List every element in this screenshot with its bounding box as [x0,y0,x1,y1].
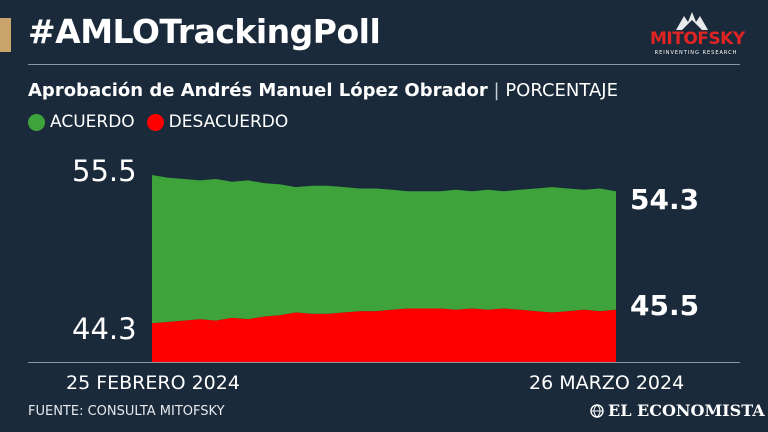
chart-legend: ACUERDO DESACUERDO [28,112,300,132]
top-divider [28,64,740,65]
legend-label-desacuerdo: DESACUERDO [168,112,289,132]
eagle-logo-icon [676,12,708,30]
legend-swatch-acuerdo [28,113,45,131]
legend-item-acuerdo: ACUERDO [28,112,135,132]
x-label-end: 26 MARZO 2024 [529,372,684,394]
x-label-end-month: MARZO 2024 [559,372,685,394]
subtitle-unit: PORCENTAJE [505,80,618,101]
title-accent-bar [0,18,11,52]
subtitle-main: Aprobación de Andrés Manuel López Obrado… [28,80,488,101]
bottom-divider [28,362,740,363]
y-tick-high: 55.5 [72,154,137,188]
y-tick-low: 44.3 [72,312,137,346]
acuerdo-end-label: 54.3 [630,183,699,216]
page-title: #AMLOTrackingPoll [28,12,381,51]
publisher-name: EL ECONOMISTA [608,401,765,420]
x-label-start: 25 FEBRERO 2024 [66,372,240,394]
publisher-brand: EL ECONOMISTA [590,401,765,420]
logo-wordmark: MITOFSKY [650,29,745,49]
acuerdo-area [152,175,616,324]
desacuerdo-area [152,308,616,362]
legend-swatch-desacuerdo [146,113,164,131]
x-label-end-day: 26 [529,372,560,394]
mitofsky-logo: MITOFSKY REINVENTING RESEARCH [650,10,745,58]
legend-label-acuerdo: ACUERDO [50,112,135,132]
source-note: FUENTE: CONSULTA MITOFSKY [28,404,225,419]
desacuerdo-end-label: 45.5 [630,289,699,322]
logo-tagline: REINVENTING RESEARCH [654,50,738,56]
chart-subtitle: Aprobación de Andrés Manuel López Obrado… [28,80,618,101]
globe-icon [590,403,604,418]
subtitle-separator: | [493,80,500,101]
legend-item-desacuerdo: DESACUERDO [146,112,289,132]
